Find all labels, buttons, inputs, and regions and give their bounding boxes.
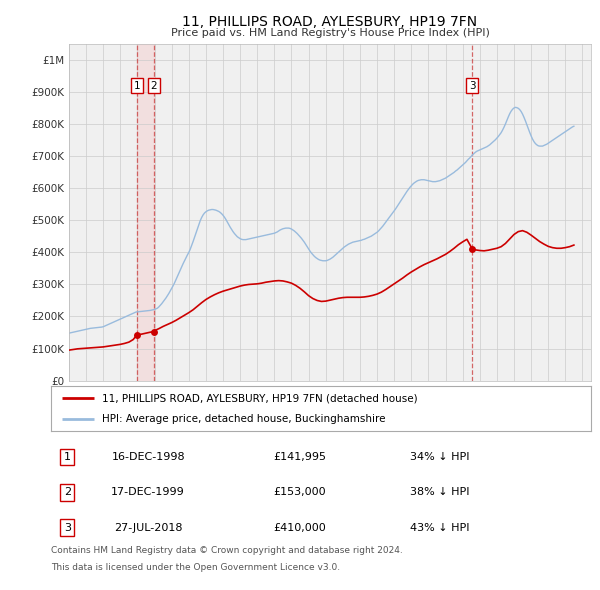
Text: 16-DEC-1998: 16-DEC-1998	[112, 452, 185, 462]
Text: £141,995: £141,995	[273, 452, 326, 462]
Text: 3: 3	[469, 81, 476, 91]
Text: 11, PHILLIPS ROAD, AYLESBURY, HP19 7FN (detached house): 11, PHILLIPS ROAD, AYLESBURY, HP19 7FN (…	[103, 394, 418, 404]
Text: 11, PHILLIPS ROAD, AYLESBURY, HP19 7FN: 11, PHILLIPS ROAD, AYLESBURY, HP19 7FN	[182, 15, 478, 29]
Text: 1: 1	[64, 452, 71, 462]
Text: 3: 3	[64, 523, 71, 533]
Text: Price paid vs. HM Land Registry's House Price Index (HPI): Price paid vs. HM Land Registry's House …	[170, 28, 490, 38]
Bar	[137, 44, 154, 381]
Text: 2: 2	[151, 81, 157, 91]
Text: This data is licensed under the Open Government Licence v3.0.: This data is licensed under the Open Gov…	[51, 563, 340, 572]
Text: Contains HM Land Registry data © Crown copyright and database right 2024.: Contains HM Land Registry data © Crown c…	[51, 546, 403, 555]
Text: 27-JUL-2018: 27-JUL-2018	[114, 523, 182, 533]
Text: 43% ↓ HPI: 43% ↓ HPI	[410, 523, 470, 533]
Text: 2: 2	[64, 487, 71, 497]
Text: 34% ↓ HPI: 34% ↓ HPI	[410, 452, 470, 462]
Text: £410,000: £410,000	[273, 523, 326, 533]
Text: 1: 1	[133, 81, 140, 91]
Text: 17-DEC-1999: 17-DEC-1999	[112, 487, 185, 497]
Text: HPI: Average price, detached house, Buckinghamshire: HPI: Average price, detached house, Buck…	[103, 414, 386, 424]
Text: £153,000: £153,000	[273, 487, 326, 497]
Text: 38% ↓ HPI: 38% ↓ HPI	[410, 487, 470, 497]
